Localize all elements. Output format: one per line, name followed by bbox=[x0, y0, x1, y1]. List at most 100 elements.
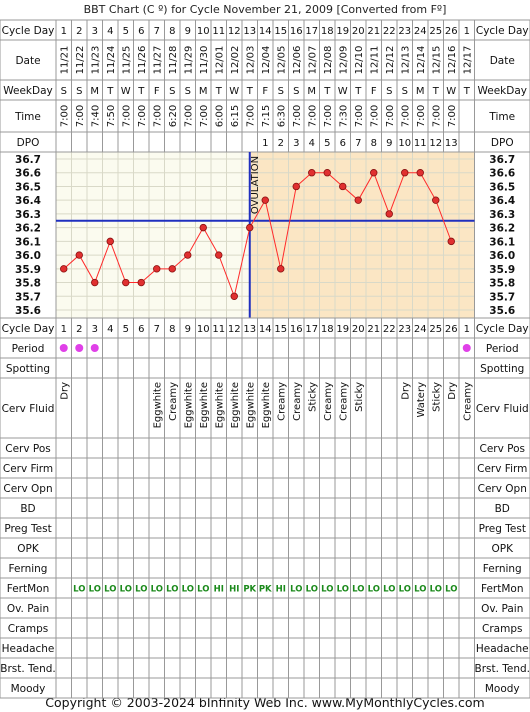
row-label-right: Cerv Firm bbox=[477, 463, 527, 475]
cycle_day-label-right: Cycle Day bbox=[476, 323, 529, 335]
cycle_day-cell: 11 bbox=[212, 26, 225, 37]
weekday-cell: T bbox=[463, 86, 471, 97]
weekday-label-right: WeekDay bbox=[477, 85, 527, 97]
fertmon-cell: LO bbox=[73, 585, 85, 595]
temperature-point bbox=[153, 265, 161, 273]
row-label-right: Headache bbox=[476, 643, 529, 655]
date-cell: 11/22 bbox=[75, 46, 86, 75]
y-tick-label-right: 36.1 bbox=[489, 236, 515, 248]
date-cell: 12/17 bbox=[462, 46, 473, 75]
temperature-point bbox=[370, 169, 378, 177]
observation-row bbox=[0, 457, 530, 479]
dpo-cell: 1 bbox=[262, 138, 268, 149]
dpo-cell: 9 bbox=[386, 138, 392, 149]
observation-row bbox=[0, 477, 530, 499]
temperature-point bbox=[432, 196, 440, 204]
cycle_day-cell: 19 bbox=[336, 324, 349, 335]
cycle_day-cell: 8 bbox=[169, 26, 175, 37]
cycle_day-cell: 2 bbox=[76, 26, 82, 37]
cycle_day-cell: 26 bbox=[445, 324, 458, 335]
fertmon-cell: LO bbox=[399, 585, 411, 595]
cycle_day-cell: 7 bbox=[154, 324, 160, 335]
cycle_day-cell: 23 bbox=[398, 324, 411, 335]
weekday-cell: S bbox=[278, 86, 284, 97]
row-label-right: OPK bbox=[492, 543, 515, 555]
dpo-cell: 13 bbox=[445, 138, 458, 149]
time-cell: 7:00 bbox=[292, 105, 303, 127]
y-tick-label: 36.4 bbox=[15, 195, 41, 207]
date-row bbox=[0, 39, 530, 81]
weekday-cell: F bbox=[371, 86, 377, 97]
dpo-cell: 10 bbox=[398, 138, 411, 149]
observation-row bbox=[0, 497, 530, 519]
weekday-cell: T bbox=[246, 86, 254, 97]
cycle_day-cell: 15 bbox=[274, 324, 287, 335]
y-tick-label: 35.6 bbox=[15, 305, 41, 317]
period-dot bbox=[90, 344, 99, 352]
date-cell: 12/14 bbox=[416, 46, 427, 75]
cerv-fluid-cell: Dry bbox=[400, 382, 411, 400]
cerv-fluid-cell: Watery bbox=[416, 382, 427, 418]
y-tick-label: 36.6 bbox=[15, 168, 41, 180]
temperature-point bbox=[106, 237, 114, 246]
fertmon-cell: LO bbox=[290, 585, 302, 595]
cycle_day-cell: 12 bbox=[228, 26, 241, 37]
date-cell: 11/26 bbox=[137, 46, 148, 75]
cycle_day-cell: 6 bbox=[138, 324, 144, 335]
date-cell: 12/07 bbox=[307, 46, 318, 75]
date-cell: 11/29 bbox=[183, 46, 194, 75]
dpo-cell: 4 bbox=[309, 138, 315, 149]
y-tick-label: 36.3 bbox=[15, 209, 41, 221]
cycle_day-cell: 10 bbox=[197, 26, 210, 37]
dpo-label-right: DPO bbox=[491, 137, 514, 149]
cycle_day-cell: 18 bbox=[321, 324, 334, 335]
time-cell: 7:00 bbox=[121, 105, 132, 127]
dpo-cell: 8 bbox=[371, 138, 377, 149]
period-dot bbox=[75, 344, 84, 352]
y-tick-label-right: 36.7 bbox=[489, 154, 515, 166]
temperature-point bbox=[168, 265, 176, 273]
temperature-point bbox=[137, 278, 145, 287]
row-label-right: Ov. Pain bbox=[481, 603, 523, 615]
cycle_day-cell: 21 bbox=[367, 324, 380, 335]
row-label-right: Period bbox=[486, 343, 519, 355]
weekday-cell: M bbox=[307, 86, 316, 97]
cycle_day-cell: 22 bbox=[383, 324, 396, 335]
row-label: Moody bbox=[11, 683, 46, 695]
weekday-cell: T bbox=[323, 86, 331, 97]
row-label-right: Cramps bbox=[482, 623, 522, 635]
fertmon-cell: LO bbox=[337, 585, 349, 595]
weekday-cell: S bbox=[169, 86, 175, 97]
time-label: Time bbox=[14, 111, 41, 123]
fertmon-cell: LO bbox=[430, 585, 442, 595]
row-label: Period bbox=[12, 343, 45, 355]
cerv-fluid-cell: Sticky bbox=[354, 382, 365, 412]
date-cell: 12/03 bbox=[245, 46, 256, 75]
fertmon-cell: HI bbox=[214, 585, 224, 595]
cycle_day-cell: 5 bbox=[123, 26, 129, 37]
date-cell: 12/08 bbox=[323, 46, 334, 75]
cycle_day-cell: 1 bbox=[61, 324, 67, 335]
row-label: BD bbox=[20, 503, 35, 515]
fertmon-cell: LO bbox=[120, 585, 132, 595]
cerv-fluid-cell: Eggwhite bbox=[261, 382, 272, 428]
weekday-cell: W bbox=[229, 86, 239, 97]
cerv-fluid-cell: Eggwhite bbox=[199, 382, 210, 428]
y-tick-label: 35.9 bbox=[15, 264, 41, 276]
period-dot bbox=[462, 344, 471, 352]
date-cell: 11/28 bbox=[168, 46, 179, 75]
row-label-right: Cerv Fluid bbox=[476, 403, 529, 415]
observation-row bbox=[0, 657, 530, 679]
temperature-point bbox=[230, 292, 238, 300]
time-cell: 7:15 bbox=[261, 105, 272, 127]
date-cell: 12/05 bbox=[276, 46, 287, 75]
time-label-right: Time bbox=[488, 111, 515, 123]
weekday-cell: S bbox=[61, 86, 67, 97]
temperature-point bbox=[385, 210, 393, 218]
fertmon-cell: LO bbox=[182, 585, 194, 595]
y-tick-label: 36.5 bbox=[15, 181, 41, 193]
y-tick-label-right: 35.8 bbox=[489, 278, 515, 290]
date-cell: 11/30 bbox=[199, 46, 210, 75]
time-row bbox=[0, 99, 530, 133]
